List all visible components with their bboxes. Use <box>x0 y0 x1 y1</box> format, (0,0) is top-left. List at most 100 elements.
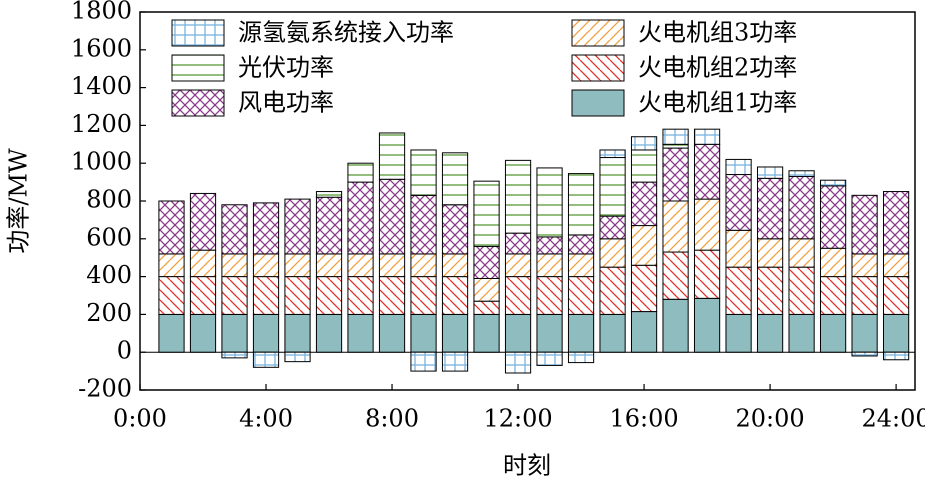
bar-segment <box>473 180 500 247</box>
bar-segment <box>410 276 437 315</box>
bar-segment <box>662 200 689 253</box>
bar-segment <box>630 136 658 151</box>
bar-segment <box>819 179 847 187</box>
bar-segment <box>158 276 185 315</box>
bar-segment <box>725 266 752 315</box>
bar-segment <box>725 229 752 268</box>
bar-segment <box>788 266 815 315</box>
bar-segment <box>441 313 469 353</box>
bar-segment <box>441 276 469 315</box>
bar-segment <box>378 132 406 180</box>
bar-segment <box>189 276 217 315</box>
bar-segment <box>662 298 689 353</box>
bar-segment <box>788 170 815 177</box>
bar-segment <box>378 276 406 315</box>
bar-segment <box>284 198 311 255</box>
bar-segment <box>347 253 374 278</box>
legend-swatch <box>571 19 625 47</box>
bar-segment <box>662 143 689 149</box>
bar-segment <box>756 313 784 353</box>
x-tick-label: 24:00 <box>862 405 925 433</box>
bar-segment <box>284 253 311 278</box>
bar-segment <box>756 238 784 268</box>
bar-segment <box>851 351 878 357</box>
legend-swatch <box>171 89 225 117</box>
bar-segment <box>536 253 563 278</box>
bar-segment <box>882 276 910 315</box>
x-tick-label: 12:00 <box>483 405 552 433</box>
legend-label: 火电机组2功率 <box>638 54 797 82</box>
bar-segment <box>567 351 595 364</box>
bar-segment <box>788 313 815 353</box>
bar-segment <box>851 194 878 255</box>
bar-segment <box>221 204 248 255</box>
bar-segment <box>693 297 721 353</box>
bar-segment <box>378 253 406 278</box>
bar-segment <box>315 191 343 198</box>
y-tick-label: -200 <box>78 375 132 403</box>
x-tick-label: 0:00 <box>113 405 167 433</box>
bar-segment <box>252 276 280 315</box>
y-tick-label: 1600 <box>71 34 132 62</box>
bar-segment <box>599 215 626 240</box>
bar-segment <box>252 351 280 368</box>
bar-segment <box>378 178 406 255</box>
x-tick-label: 20:00 <box>735 405 804 433</box>
y-tick-label: 1400 <box>71 72 132 100</box>
bar-segment <box>252 313 280 353</box>
bar-segment <box>158 200 185 255</box>
legend-label: 火电机组3功率 <box>638 19 797 47</box>
bar-segment <box>567 173 595 236</box>
bar-segment <box>693 143 721 200</box>
bar-segment <box>756 166 784 179</box>
bar-segment <box>410 313 437 353</box>
y-tick-label: 1800 <box>71 0 132 25</box>
bar-segment <box>504 232 532 255</box>
y-tick-label: 400 <box>86 261 132 289</box>
bar-segment <box>189 192 217 251</box>
bar-segment <box>756 266 784 315</box>
legend-swatch <box>571 89 625 117</box>
bar-segment <box>882 191 910 255</box>
legend-swatch <box>171 19 225 47</box>
bar-segment <box>441 152 469 206</box>
bar-segment <box>221 276 248 315</box>
bar-segment <box>315 276 343 315</box>
bar-segment <box>536 276 563 315</box>
legend-label: 火电机组1功率 <box>638 89 797 117</box>
bar-segment <box>315 196 343 255</box>
legend-label: 光伏功率 <box>238 54 334 82</box>
bar-segment <box>410 194 437 255</box>
y-tick-label: 200 <box>86 299 132 327</box>
x-tick-label: 16:00 <box>609 405 678 433</box>
legend-label: 源氢氨系统接入功率 <box>238 19 454 47</box>
bar-segment <box>221 351 248 359</box>
legend-swatch <box>171 54 225 82</box>
bar-segment <box>347 181 374 255</box>
bar-segment <box>882 253 910 278</box>
bar-segment <box>189 249 217 278</box>
x-tick-label: 4:00 <box>239 405 293 433</box>
bar-segment <box>315 253 343 278</box>
bar-segment <box>410 253 437 278</box>
bar-segment <box>725 313 752 353</box>
legend-label: 风电功率 <box>238 89 334 117</box>
bar-segment <box>599 313 626 353</box>
bar-segment <box>851 313 878 353</box>
bar-segment <box>504 159 532 234</box>
y-tick-label: 1200 <box>71 110 132 138</box>
y-tick-label: 600 <box>86 223 132 251</box>
bar-segment <box>347 162 374 183</box>
bar-segment <box>536 236 563 255</box>
bar-segment <box>158 253 185 278</box>
bar-segment <box>378 313 406 353</box>
bar-segment <box>504 276 532 315</box>
bar-segment <box>630 264 658 313</box>
bar-segment <box>284 313 311 353</box>
bar-segment <box>473 313 500 353</box>
bar-segment <box>473 277 500 302</box>
bar-segment <box>441 253 469 278</box>
bar-segment <box>819 276 847 315</box>
bar-segment <box>819 185 847 249</box>
